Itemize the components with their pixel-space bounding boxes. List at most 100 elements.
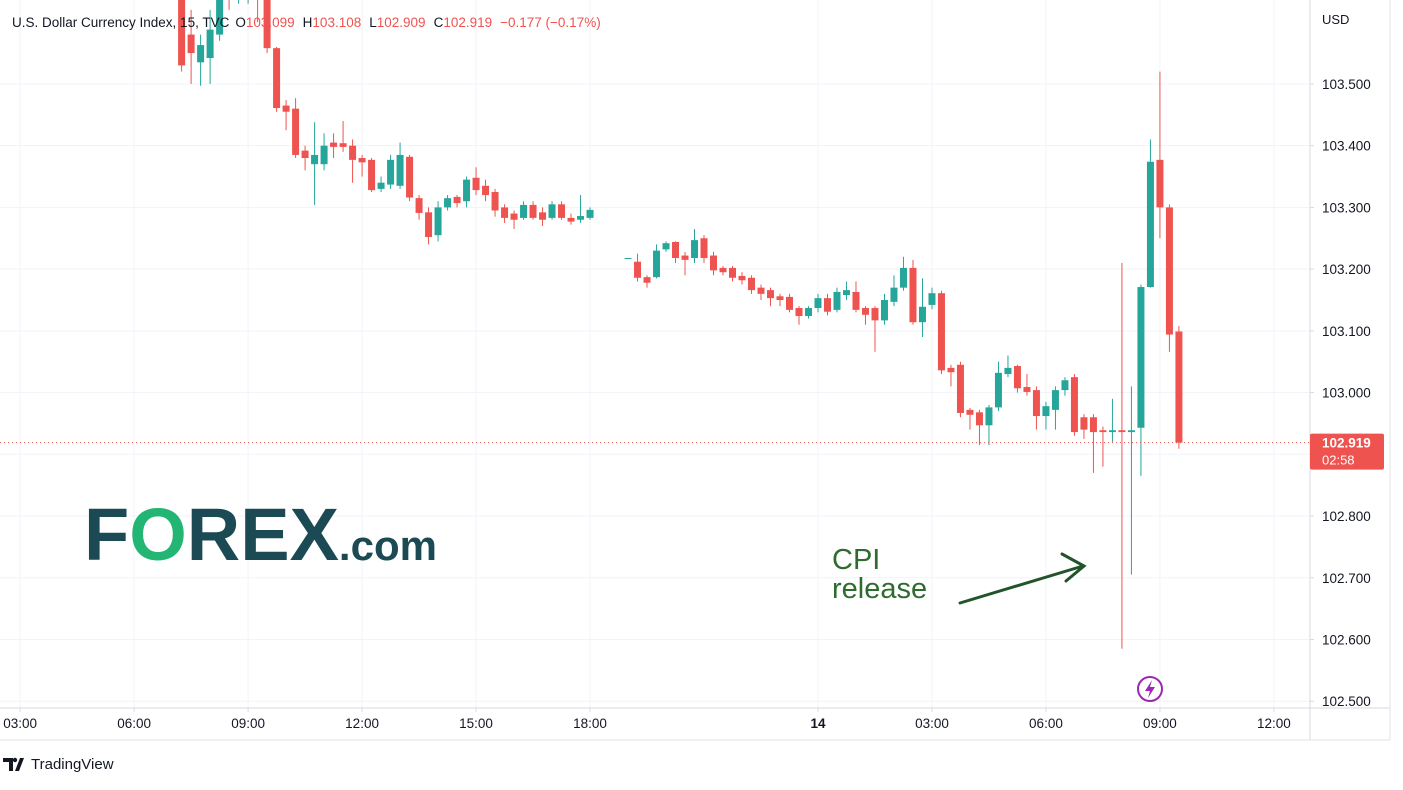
candle-body <box>482 185 490 196</box>
candle-body <box>1156 159 1164 208</box>
candle-body <box>1127 430 1135 433</box>
candle-body <box>662 243 670 250</box>
candle-body <box>700 238 708 259</box>
candle-body <box>510 213 518 220</box>
logo: FOREX.com <box>84 493 437 576</box>
candle-body <box>729 267 737 278</box>
x-tick-label: 03:00 <box>3 716 37 731</box>
candle-body <box>634 261 642 278</box>
candle-body <box>311 154 319 165</box>
candle-body <box>814 298 822 309</box>
y-tick-label: 103.400 <box>1322 139 1371 154</box>
x-tick-label: 15:00 <box>459 716 493 731</box>
candle-body <box>377 182 385 189</box>
candle-body <box>653 250 661 278</box>
candle-body <box>871 308 879 321</box>
candle-body <box>520 204 528 218</box>
candle-body <box>1042 406 1050 417</box>
ohlc-letter: C <box>434 15 444 30</box>
candle-body <box>947 367 955 373</box>
candle-body <box>691 240 699 259</box>
candle-body <box>216 0 224 35</box>
candle-body <box>1080 417 1088 430</box>
candle-body <box>956 364 964 413</box>
candle-body <box>624 258 632 260</box>
last-price-tag <box>1310 433 1384 470</box>
candle-body <box>1089 417 1097 433</box>
candle-body <box>880 299 888 321</box>
x-tick-label: 09:00 <box>1143 716 1177 731</box>
candle-body <box>425 212 433 238</box>
logo-part: F <box>84 493 129 576</box>
candle-body <box>975 412 983 426</box>
candle-body <box>320 145 328 165</box>
candle-body <box>273 48 281 109</box>
ohlc-letter: L <box>369 15 377 30</box>
candle-body <box>292 108 300 155</box>
ohlc-value: 103.099 <box>246 15 295 30</box>
y-tick-label: 103.000 <box>1322 386 1371 401</box>
candle-body <box>1023 387 1031 392</box>
candle-body <box>387 159 395 185</box>
candle-body <box>890 287 898 302</box>
ohlc-letter: H <box>303 15 313 30</box>
candle-body <box>548 204 556 218</box>
logo-part: .com <box>339 522 437 569</box>
candle-body <box>1118 430 1126 433</box>
x-tick-label: 14 <box>810 716 826 731</box>
candle-body <box>1032 390 1040 417</box>
logo-text: FOREX.com <box>84 493 437 576</box>
candle-body <box>899 267 907 288</box>
candle-body <box>178 0 186 66</box>
candle-body <box>1013 366 1021 389</box>
grid <box>0 0 1310 708</box>
candle-body <box>833 291 841 310</box>
candle-body <box>1146 161 1154 288</box>
candle-body <box>1137 287 1145 428</box>
footer[interactable]: TradingView <box>3 756 114 773</box>
candle-body <box>985 407 993 426</box>
y-axis-label: USD <box>1322 12 1349 27</box>
ohlc-letter: O <box>235 15 246 30</box>
candle-body <box>463 179 471 202</box>
candle-body <box>396 154 404 186</box>
plot-area <box>0 0 1310 649</box>
event-icon[interactable] <box>1137 676 1163 702</box>
tradingview-icon <box>12 757 18 763</box>
annotation-text: release <box>832 573 927 605</box>
candle-body <box>861 308 869 315</box>
symbol-title: U.S. Dollar Currency Index, 15, TVC <box>12 15 230 30</box>
candle-body <box>785 296 793 310</box>
y-tick-label: 103.100 <box>1322 324 1371 339</box>
candle-body <box>282 105 290 112</box>
candle-body <box>681 255 689 260</box>
candle-body <box>776 296 784 300</box>
candle-body <box>1070 377 1078 433</box>
candle-body <box>529 204 537 218</box>
candle-body <box>795 308 803 317</box>
symbol-header: U.S. Dollar Currency Index, 15, TVC O103.… <box>12 15 601 30</box>
change-label: −0.177 (−0.17%) <box>500 15 601 30</box>
candle-body <box>710 255 718 271</box>
y-tick-label: 102.500 <box>1322 694 1371 709</box>
candle-body <box>918 306 926 323</box>
candle-body <box>586 209 594 218</box>
candle-body <box>1175 331 1183 443</box>
candle-body <box>738 275 746 281</box>
candle-body <box>263 0 271 49</box>
candle-body <box>672 241 680 259</box>
candle-body <box>358 158 366 163</box>
candle-body <box>187 34 195 54</box>
candle-body <box>842 290 850 296</box>
candle-body <box>453 196 461 204</box>
y-tick-label: 102.700 <box>1322 571 1371 586</box>
candle-body <box>577 216 585 220</box>
candle-body <box>406 156 414 198</box>
ohlc-value: 102.909 <box>377 15 426 30</box>
last-price-label: 102.919 <box>1322 436 1371 451</box>
candle-body <box>928 293 936 305</box>
x-tick-label: 18:00 <box>573 716 607 731</box>
candle-body <box>539 212 547 220</box>
candle-body <box>415 198 423 213</box>
ohlc-value: 103.108 <box>312 15 361 30</box>
